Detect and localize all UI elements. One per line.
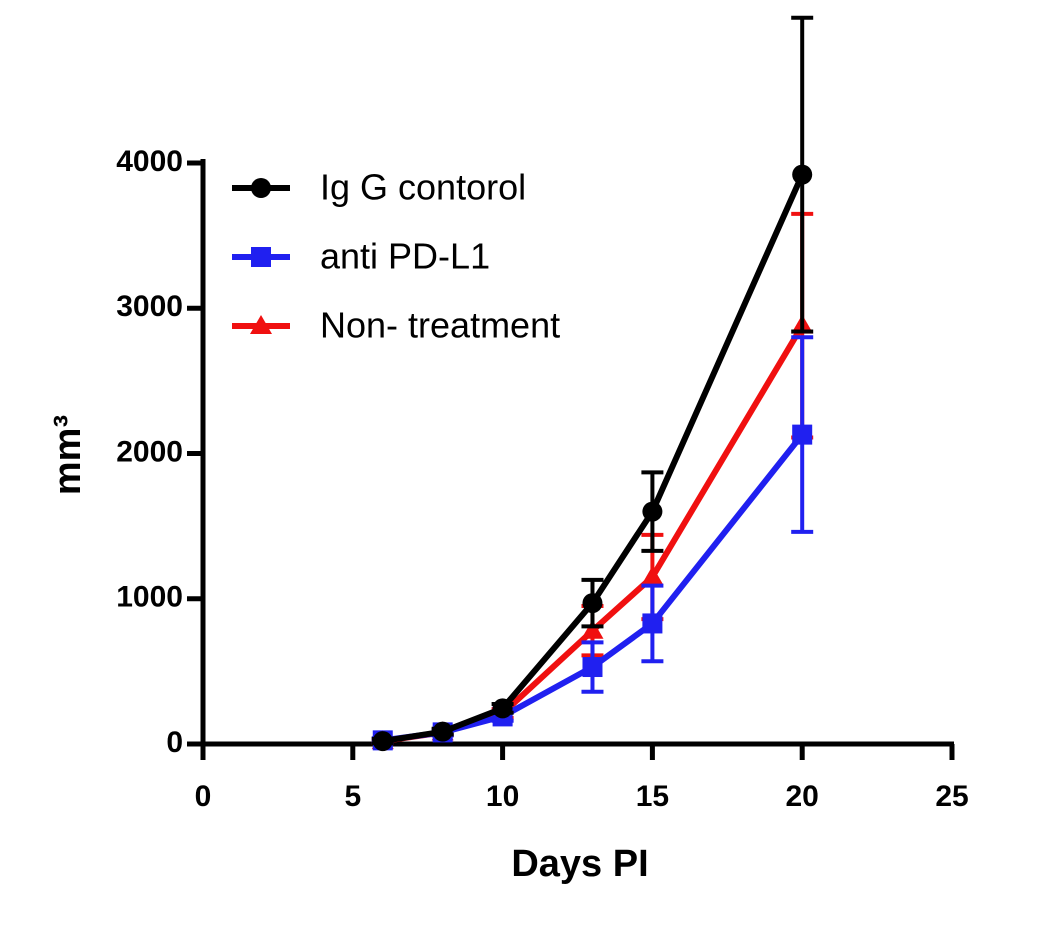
x-tick-label: 10 bbox=[486, 780, 519, 813]
x-tick-label: 5 bbox=[344, 780, 361, 813]
marker bbox=[641, 565, 664, 585]
legend-label: anti PD-L1 bbox=[320, 236, 490, 277]
marker bbox=[582, 657, 603, 678]
x-tick-label: 15 bbox=[636, 780, 669, 813]
marker bbox=[582, 593, 603, 614]
y-tick-label: 4000 bbox=[116, 145, 183, 178]
marker bbox=[372, 731, 393, 752]
y-tick-label: 3000 bbox=[116, 290, 183, 323]
legend-marker bbox=[250, 315, 272, 334]
series-line bbox=[382, 173, 805, 745]
marker bbox=[642, 613, 663, 634]
y-tick-label: 1000 bbox=[116, 581, 183, 614]
legend-marker bbox=[251, 178, 271, 198]
marker bbox=[792, 164, 813, 185]
marker bbox=[492, 698, 513, 719]
marker bbox=[642, 501, 663, 522]
marker bbox=[581, 619, 604, 639]
marker bbox=[432, 721, 453, 742]
x-axis-label: Days PI bbox=[511, 843, 648, 885]
y-axis-label: mm³ bbox=[47, 415, 89, 495]
legend-marker bbox=[251, 247, 271, 267]
x-tick-label: 0 bbox=[195, 780, 212, 813]
legend-label: Ig G contorol bbox=[320, 167, 526, 208]
y-tick-label: 0 bbox=[166, 726, 183, 759]
y-tick-label: 2000 bbox=[116, 435, 183, 468]
legend-label: Non- treatment bbox=[320, 305, 560, 346]
x-tick-label: 20 bbox=[786, 780, 819, 813]
marker bbox=[792, 424, 813, 445]
x-tick-label: 25 bbox=[935, 780, 968, 813]
